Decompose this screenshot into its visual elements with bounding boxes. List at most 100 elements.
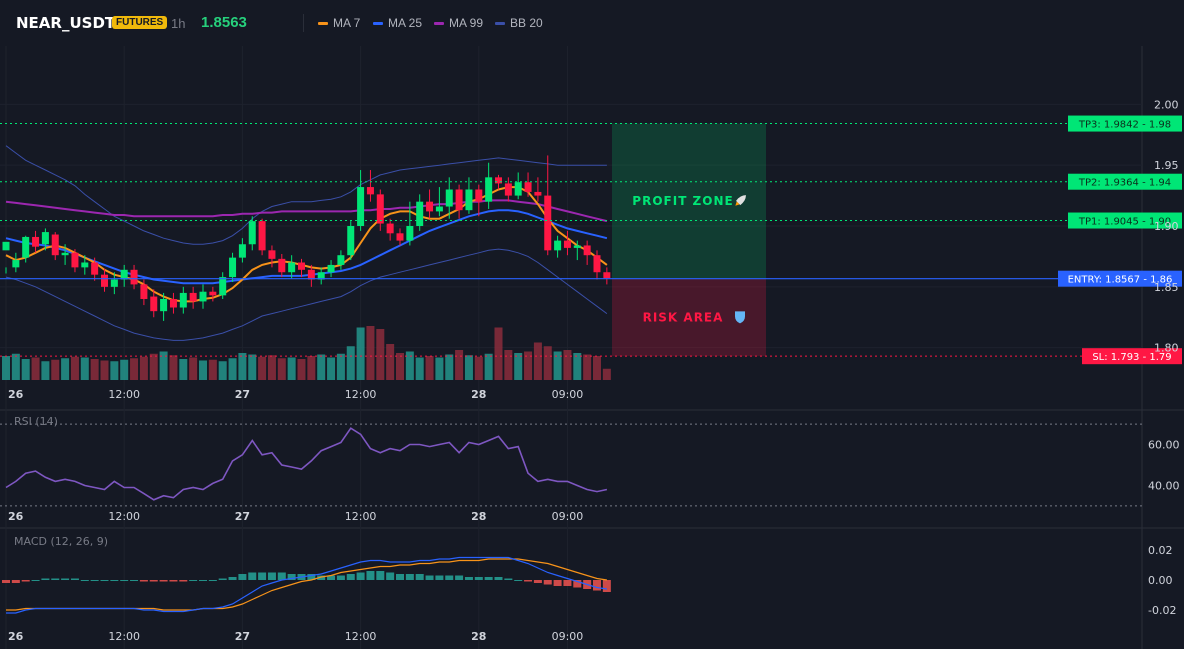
volume-bar bbox=[277, 358, 286, 380]
candles bbox=[2, 155, 611, 321]
candle bbox=[189, 286, 197, 309]
volume-bar bbox=[376, 329, 385, 380]
time-x-tick: 09:00 bbox=[552, 630, 584, 643]
volume-bar bbox=[405, 351, 414, 380]
candle bbox=[534, 177, 542, 202]
volume-bars bbox=[2, 326, 611, 380]
candle bbox=[573, 240, 581, 261]
candle-body bbox=[268, 250, 276, 259]
time-x-tick: 12:00 bbox=[108, 630, 140, 643]
level-tag-label: SL: 1.793 - 1.79 bbox=[1092, 352, 1171, 363]
time-x-tick: 26 bbox=[8, 388, 24, 401]
candle bbox=[229, 252, 237, 282]
candle bbox=[150, 289, 158, 318]
macd-pane: MACD (12, 26, 9) 0.02 0.00 -0.02 bbox=[2, 535, 1176, 617]
interval-label[interactable]: 1h bbox=[171, 16, 186, 31]
macd-histogram-bar bbox=[149, 580, 158, 582]
candle bbox=[238, 238, 246, 263]
macd-histogram-bar bbox=[396, 574, 404, 580]
ma7-line bbox=[5, 186, 608, 303]
volume-bar bbox=[573, 353, 582, 380]
volume-bar bbox=[169, 355, 178, 380]
candle-body bbox=[514, 182, 522, 196]
macd-histogram-bar bbox=[31, 580, 40, 581]
volume-bar bbox=[543, 346, 552, 380]
candle bbox=[209, 286, 217, 302]
ma7-swatch bbox=[318, 22, 328, 26]
candle-body bbox=[317, 272, 325, 280]
ma25-line bbox=[5, 209, 608, 285]
macd-histogram-bar bbox=[386, 572, 395, 580]
macd-histogram-bar bbox=[80, 580, 89, 581]
time-x-tick: 09:00 bbox=[552, 510, 584, 523]
macd-histogram-bar bbox=[573, 580, 582, 588]
macd-histogram-bar bbox=[533, 580, 542, 583]
price-y-tick: 1.80 bbox=[1154, 342, 1179, 355]
candle-body bbox=[563, 240, 571, 248]
macd-histogram-bar bbox=[435, 575, 444, 580]
candle bbox=[386, 218, 394, 241]
candle bbox=[169, 292, 177, 314]
volume-bar bbox=[435, 357, 444, 380]
candle bbox=[160, 292, 168, 321]
candle-body bbox=[307, 269, 315, 280]
candle-body bbox=[199, 291, 207, 302]
macd-histogram-bar bbox=[70, 578, 79, 580]
candle bbox=[268, 245, 276, 268]
grid bbox=[0, 46, 1184, 649]
candle bbox=[32, 230, 40, 253]
time-x-tick: 28 bbox=[471, 388, 486, 401]
legend-ma25[interactable]: MA 25 bbox=[373, 16, 422, 30]
volume-bar bbox=[474, 356, 483, 380]
volume-bar bbox=[21, 359, 30, 380]
candle bbox=[563, 230, 571, 256]
candle bbox=[514, 172, 522, 200]
legend-bb20[interactable]: BB 20 bbox=[495, 16, 543, 30]
volume-bar bbox=[484, 353, 493, 380]
volume-bar bbox=[11, 353, 20, 380]
macd-histogram-bar bbox=[405, 574, 414, 580]
macd-histogram-bar bbox=[139, 580, 148, 582]
volume-bar bbox=[504, 350, 513, 380]
macd-histogram-bar bbox=[110, 580, 119, 581]
candle-body bbox=[583, 245, 591, 256]
macd-histogram-bar bbox=[455, 575, 464, 580]
volume-bar bbox=[593, 356, 601, 380]
candle-body bbox=[347, 226, 355, 256]
candle bbox=[179, 286, 187, 314]
rsi-line bbox=[5, 427, 608, 501]
candle-body bbox=[140, 284, 148, 299]
legend-ma99-label: MA 99 bbox=[449, 16, 484, 30]
volume-bar bbox=[159, 351, 168, 380]
macd-histogram-bar bbox=[346, 574, 355, 580]
candle bbox=[298, 258, 305, 278]
macd-histogram-bar bbox=[169, 580, 178, 582]
time-x-tick: 26 bbox=[8, 510, 24, 523]
candle-body bbox=[357, 187, 365, 226]
macd-histogram-bar bbox=[514, 580, 523, 581]
symbol-name[interactable]: NEAR_USDT bbox=[16, 14, 116, 32]
volume-bar bbox=[51, 359, 60, 380]
candle-body bbox=[524, 182, 532, 192]
macd-y-tick: 0.02 bbox=[1148, 544, 1173, 557]
macd-histogram-bar bbox=[189, 580, 198, 581]
candle-body bbox=[22, 236, 30, 258]
rsi-pane: RSI (14) 60.00 40.00 bbox=[0, 415, 1180, 507]
candle-body bbox=[209, 291, 217, 296]
rocket-body bbox=[736, 195, 746, 206]
candle bbox=[288, 255, 296, 279]
candle bbox=[337, 250, 345, 270]
candle bbox=[110, 272, 118, 295]
futures-badge: FUTURES bbox=[112, 16, 168, 29]
legend-ma99[interactable]: MA 99 bbox=[434, 16, 483, 30]
macd-histogram-bar bbox=[179, 580, 188, 582]
candle-body bbox=[435, 206, 443, 212]
macd-histogram-bar bbox=[267, 572, 276, 580]
macd-histogram-bar bbox=[376, 571, 385, 580]
candle-body bbox=[258, 221, 266, 251]
legend-ma7[interactable]: MA 7 bbox=[318, 16, 360, 30]
candle-body bbox=[101, 274, 108, 287]
level-tag-tp bbox=[1068, 212, 1182, 229]
macd-histogram-bar bbox=[563, 580, 572, 586]
